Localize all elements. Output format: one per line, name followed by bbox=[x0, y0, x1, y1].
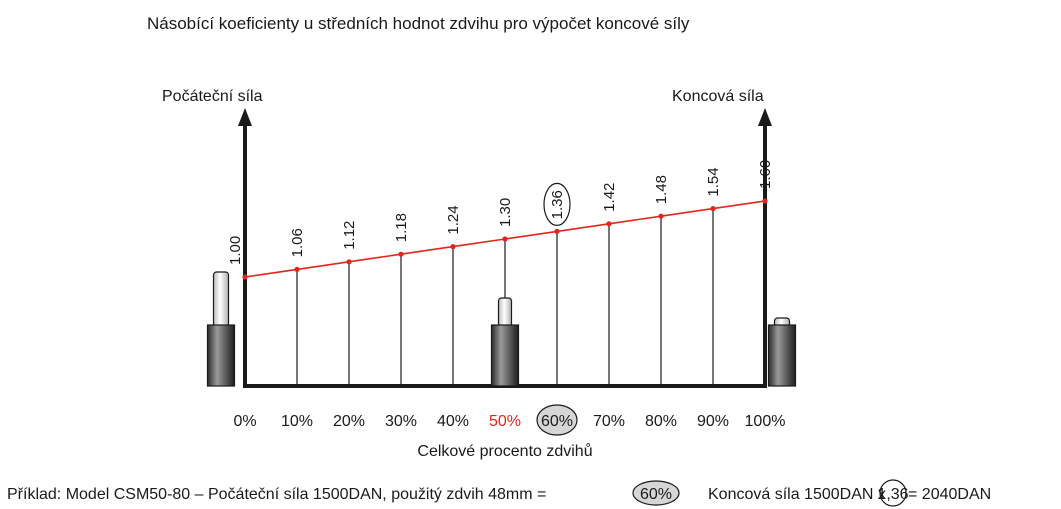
value-label: 1.00 bbox=[227, 236, 244, 265]
value-label: 1.48 bbox=[653, 175, 670, 204]
right-axis-label: Koncová síla bbox=[672, 88, 764, 105]
x-tick-label: 30% bbox=[385, 413, 417, 430]
value-label: 1.18 bbox=[393, 213, 410, 242]
example-text-part2: Koncová síla 1500DAN x bbox=[708, 486, 886, 503]
x-tick-label: 0% bbox=[233, 413, 256, 430]
data-point bbox=[294, 266, 300, 272]
x-tick-label: 40% bbox=[437, 413, 469, 430]
cylinders bbox=[206, 271, 797, 387]
example-circled-coef: 1,36 bbox=[877, 486, 908, 503]
coefficient-labels: 1.00 1.06 1.12 1.18 1.24 1.30 1.36 1.42 1.48 1.54… bbox=[227, 160, 774, 265]
value-label: 1.12 bbox=[341, 221, 358, 250]
example-line: Příklad: Model CSM50-80 – Počáteční síla… bbox=[7, 479, 991, 507]
example-circled-percent-marker bbox=[632, 480, 680, 506]
data-point bbox=[762, 198, 768, 204]
x-tick-label: 50% bbox=[489, 413, 521, 430]
data-point bbox=[710, 206, 716, 212]
data-point bbox=[450, 244, 456, 250]
coefficient-series bbox=[242, 198, 768, 280]
example-text-part1: Příklad: Model CSM50-80 – Počáteční síla… bbox=[7, 486, 546, 503]
x-tick-label: 60% bbox=[541, 413, 573, 430]
data-point bbox=[346, 259, 352, 265]
diagram-title: Násobící koeficienty u středních hodnot … bbox=[147, 14, 690, 33]
value-label: 1.60 bbox=[757, 160, 774, 189]
example-text-part3: = 2040DAN bbox=[908, 486, 991, 503]
data-point bbox=[658, 213, 664, 219]
cylinder-body bbox=[767, 324, 797, 387]
x-tick-labels: 0% 10% 20% 30% 40% 50% 60% 70% 80% 90% 100% bbox=[233, 404, 786, 436]
right-axis-arrowhead bbox=[758, 108, 772, 126]
example-circled-coef-marker bbox=[879, 479, 907, 507]
cylinder-rod bbox=[212, 271, 230, 328]
x-tick-label: 100% bbox=[745, 413, 786, 430]
x-tick-label: 90% bbox=[697, 413, 729, 430]
x-tick-label: 70% bbox=[593, 413, 625, 430]
value-label: 1.06 bbox=[289, 228, 306, 257]
grid-lines bbox=[296, 208, 714, 386]
left-axis-label: Počáteční síla bbox=[162, 88, 263, 105]
cylinder-rod bbox=[497, 297, 513, 328]
data-point bbox=[398, 251, 404, 257]
cylinder-body bbox=[490, 324, 520, 387]
data-point bbox=[554, 228, 560, 234]
value-label: 1.30 bbox=[497, 198, 514, 227]
x-tick-label: 80% bbox=[645, 413, 677, 430]
x-tick-label: 10% bbox=[281, 413, 313, 430]
example-circled-percent: 60% bbox=[640, 486, 672, 503]
data-point bbox=[242, 274, 248, 280]
circled-tick-marker bbox=[536, 404, 578, 436]
circled-value-marker bbox=[543, 182, 571, 226]
left-axis-arrowhead bbox=[238, 108, 252, 126]
value-label: 1.24 bbox=[445, 205, 462, 234]
value-label: 1.42 bbox=[601, 183, 618, 212]
data-point bbox=[502, 236, 508, 242]
value-label: 1.36 bbox=[549, 190, 566, 219]
data-point bbox=[606, 221, 612, 227]
x-tick-label: 20% bbox=[333, 413, 365, 430]
x-axis-label: Celkové procento zdvihů bbox=[417, 442, 592, 460]
cylinder-body bbox=[206, 324, 236, 387]
value-label: 1.54 bbox=[705, 167, 722, 196]
